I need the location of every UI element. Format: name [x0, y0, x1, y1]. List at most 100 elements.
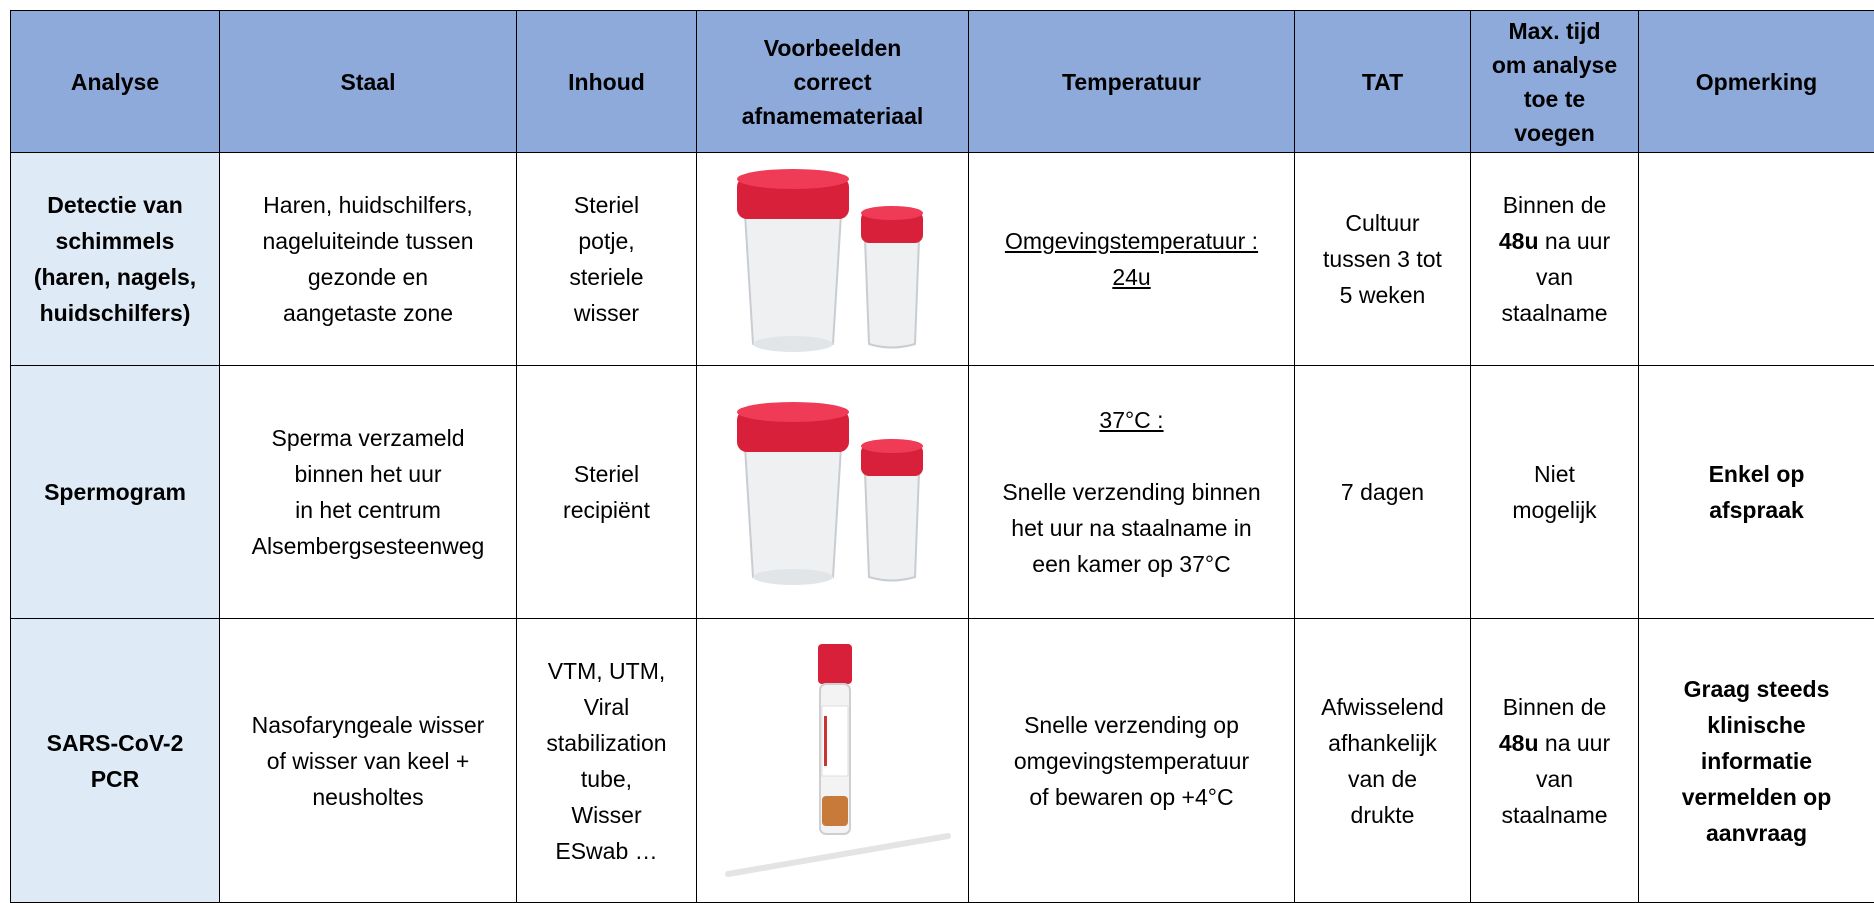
column-header: Opmerking [1639, 11, 1874, 153]
cell-line: Staal [226, 65, 510, 99]
cell-line: 5 weken [1301, 277, 1464, 313]
cell-line: toe te [1477, 82, 1632, 116]
cell-line: Inhoud [523, 65, 690, 99]
cell-line: PCR [17, 761, 213, 797]
column-header: Analyse [11, 11, 220, 153]
column-header: Temperatuur [969, 11, 1295, 153]
page: {"table": { "header": [ {"lines": ["Anal… [0, 0, 1874, 902]
cell-line: schimmels [17, 223, 213, 259]
cell-line: Snelle verzending op [975, 707, 1288, 743]
cell-line: Enkel op [1645, 456, 1868, 492]
column-header: TAT [1295, 11, 1471, 153]
cell-line: een kamer op 37°C [975, 546, 1288, 582]
sample-tube-image [708, 636, 958, 886]
cell-line: Binnen de [1477, 187, 1632, 223]
cell-line: (haren, nagels, [17, 259, 213, 295]
cell-line: 24u [975, 259, 1288, 295]
cell-line: Viral [523, 689, 690, 725]
cell-line: tube, [523, 761, 690, 797]
cell-line: gezonde en [226, 259, 510, 295]
cell-line: staalname [1477, 295, 1632, 331]
cell-line: Steriel [523, 187, 690, 223]
cell-line: wisser [523, 295, 690, 331]
cell-line: omgevingstemperatuur [975, 743, 1288, 779]
cell-line: van [1477, 259, 1632, 295]
cell-line: of wisser van keel + [226, 743, 510, 779]
cell-line: Binnen de [1477, 689, 1632, 725]
image-cell [697, 153, 969, 366]
cell-line: huidschilfers) [17, 295, 213, 331]
cell-line: Temperatuur [975, 65, 1288, 99]
cell-line: binnen het uur [226, 456, 510, 492]
cell-line: in het centrum [226, 492, 510, 528]
text-segment: na uur [1539, 730, 1611, 756]
cell-line: Snelle verzending binnen [975, 474, 1288, 510]
cell-line [975, 438, 1288, 474]
cell-line: Wisser [523, 797, 690, 833]
cell-line: Alsembergsesteenweg [226, 528, 510, 564]
cell-line: steriele [523, 259, 690, 295]
cell-line: Analyse [17, 65, 213, 99]
table-cell: Spermogram [11, 366, 220, 619]
text-segment: 48u [1499, 730, 1539, 756]
cell-line: afhankelijk [1301, 725, 1464, 761]
table-cell: Omgevingstemperatuur :24u [969, 153, 1295, 366]
cell-line: Sperma verzameld [226, 420, 510, 456]
cell-line: Max. tijd [1477, 14, 1632, 48]
cell-line: Cultuur [1301, 205, 1464, 241]
cell-line: tussen 3 tot [1301, 241, 1464, 277]
cell-line: recipiënt [523, 492, 690, 528]
cell-line: TAT [1301, 65, 1464, 99]
cell-line: informatie [1645, 743, 1868, 779]
cell-line: Haren, huidschilfers, [226, 187, 510, 223]
column-header: Inhoud [517, 11, 697, 153]
cell-line: vermelden op [1645, 779, 1868, 815]
cell-line: staalname [1477, 797, 1632, 833]
cell-line: van [1477, 761, 1632, 797]
cell-line: Niet [1477, 456, 1632, 492]
cell-line: Opmerking [1645, 65, 1868, 99]
cell-line: Steriel [523, 456, 690, 492]
text-segment: 37°C : [1099, 407, 1163, 433]
cell-line: 48u na uur [1477, 223, 1632, 259]
text-segment: 48u [1499, 228, 1539, 254]
table-cell: 7 dagen [1295, 366, 1471, 619]
cell-line: aanvraag [1645, 815, 1868, 851]
cell-line: Afwisselend [1301, 689, 1464, 725]
column-header: Staal [220, 11, 517, 153]
cell-line: van de [1301, 761, 1464, 797]
cell-line: het uur na staalname in [975, 510, 1288, 546]
cell-line: 7 dagen [1301, 474, 1464, 510]
cell-line: voegen [1477, 116, 1632, 150]
cell-line: afnamemateriaal [703, 99, 962, 133]
cell-line: potje, [523, 223, 690, 259]
cell-line: Voorbeelden [703, 31, 962, 65]
cell-line: neusholtes [226, 779, 510, 815]
cell-line: VTM, UTM, [523, 653, 690, 689]
sample-cups-image [723, 159, 943, 359]
cell-line: Detectie van [17, 187, 213, 223]
table-cell: Haren, huidschilfers,nageluiteinde tusse… [220, 153, 517, 366]
cell-line: 48u na uur [1477, 725, 1632, 761]
cell-line: drukte [1301, 797, 1464, 833]
image-cell [697, 619, 969, 903]
cell-line: Spermogram [17, 474, 213, 510]
